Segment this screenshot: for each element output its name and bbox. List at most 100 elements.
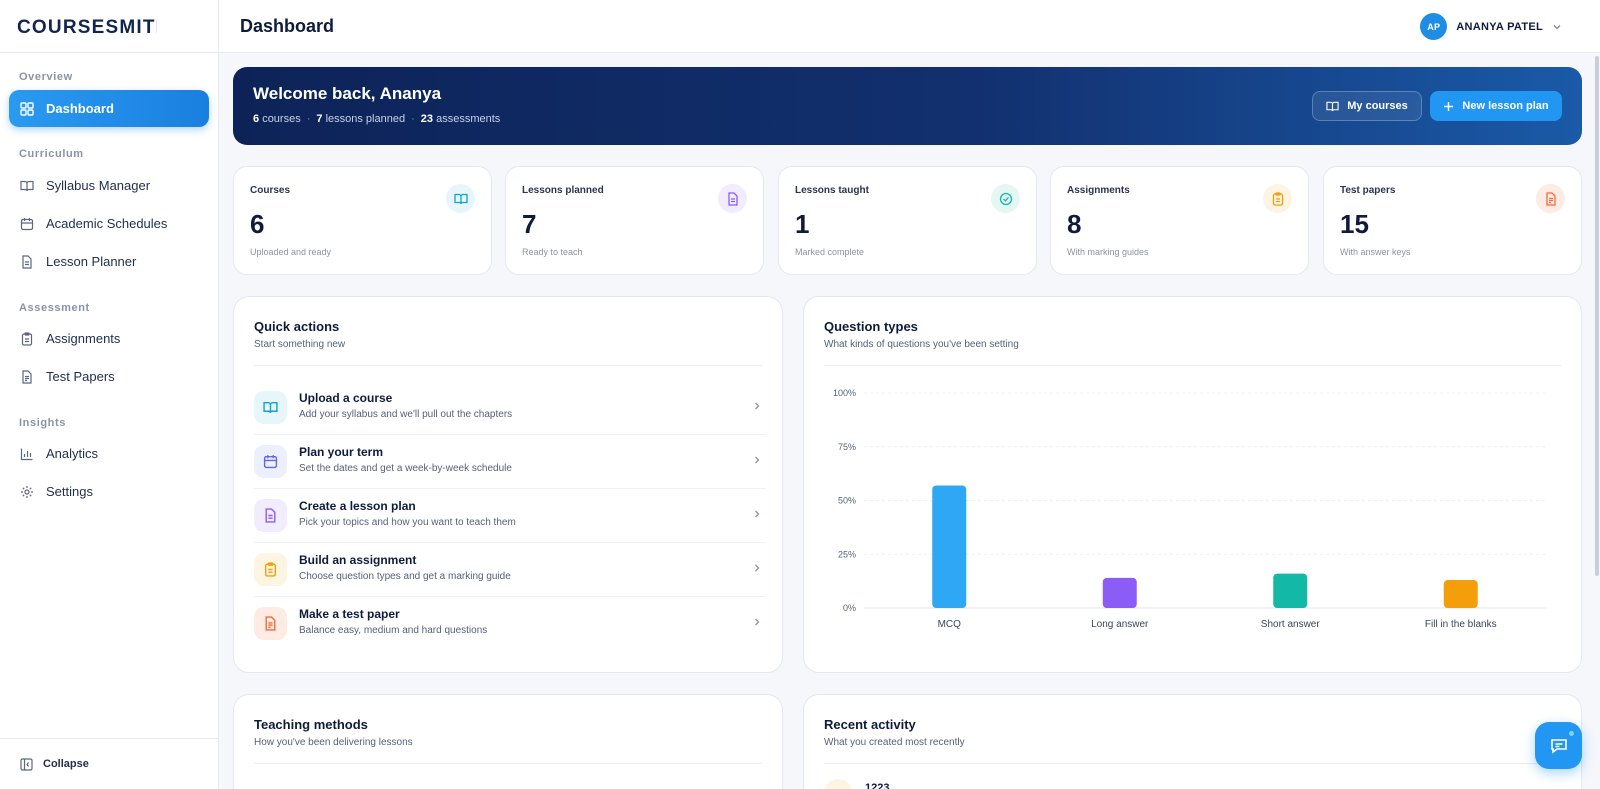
courses-count: 6 [253, 113, 260, 125]
quick-action-title: Build an assignment [299, 553, 417, 567]
stat-card-lessons-taught[interactable]: Lessons taught 1 Marked complete [778, 166, 1037, 275]
bar-long-answer[interactable] [1102, 577, 1137, 608]
chevron-right-icon [755, 456, 760, 464]
lessons-label: lessons planned [325, 113, 406, 125]
quick-action-subtitle: Add your syllabus and we'll pull out the… [299, 409, 513, 420]
lessons-count: 7 [316, 113, 323, 125]
logo-wordmark: COURSESMITH [17, 17, 157, 38]
panel-title: Question types [824, 319, 918, 334]
stat-value: 15 [1340, 209, 1369, 239]
y-tick-label: 100% [833, 388, 856, 398]
stat-label: Lessons taught [795, 185, 869, 196]
panel-title: Quick actions [254, 319, 340, 334]
bar-chart-icon [20, 448, 33, 460]
welcome-title: Welcome back, Ananya [253, 84, 442, 103]
quick-action-make-test-paper[interactable]: Make a test paper Balance easy, medium a… [254, 597, 766, 651]
x-tick-label: Fill in the blanks [1425, 619, 1497, 630]
divider [824, 365, 1561, 366]
quick-action-plan-term[interactable]: Plan your term Set the dates and get a w… [254, 435, 766, 489]
scrollbar[interactable] [1595, 56, 1599, 576]
collapse-button[interactable]: Collapse [0, 738, 218, 789]
stat-label: Courses [250, 185, 291, 196]
nav-section-insights: Insights [19, 417, 66, 429]
divider [824, 763, 1561, 764]
sidebar: COURSESMITH Overview Dashboard Curriculu… [0, 0, 219, 789]
quick-actions-panel: Quick actions Start something new Upload… [233, 296, 783, 673]
nav-section-assessment: Assessment [19, 302, 90, 314]
check-circle-icon [991, 184, 1020, 213]
test-paper-icon [1536, 184, 1565, 213]
y-tick-label: 50% [838, 496, 856, 506]
user-menu[interactable]: AP ANANYA PATEL [1420, 13, 1562, 40]
sidebar-collapse-icon [20, 757, 33, 771]
activity-icon [824, 779, 852, 789]
stat-label: Test papers [1340, 185, 1396, 196]
sidebar-item-academic-schedules[interactable]: Academic Schedules [9, 205, 209, 242]
sidebar-item-dashboard[interactable]: Dashboard [9, 90, 209, 127]
assessments-label: assessments [436, 113, 501, 125]
stat-value: 6 [250, 209, 265, 239]
calendar-icon [254, 445, 287, 478]
bar-fill-in-the-blanks[interactable] [1443, 580, 1478, 608]
quick-action-title: Make a test paper [299, 607, 400, 621]
welcome-banner: Welcome back, Ananya 6 courses · 7 lessons… [233, 67, 1582, 145]
bar-mcq[interactable] [932, 485, 967, 608]
divider [254, 365, 762, 366]
plus-icon [1444, 101, 1454, 111]
nav-section-overview: Overview [19, 71, 73, 83]
grid-icon [20, 101, 34, 116]
panel-subtitle: What kinds of questions you've been sett… [824, 339, 1019, 350]
chat-icon [1550, 738, 1567, 754]
book-icon [254, 391, 287, 424]
stat-value: 1 [795, 209, 810, 239]
book-icon [20, 180, 34, 191]
my-courses-button[interactable]: My courses [1312, 91, 1422, 121]
teaching-methods-panel: Teaching methods How you've been deliver… [233, 694, 783, 789]
stat-value: 8 [1067, 209, 1082, 239]
x-tick-label: Short answer [1261, 619, 1321, 630]
stat-card-courses[interactable]: Courses 6 Uploaded and ready [233, 166, 492, 275]
panel-title: Teaching methods [254, 717, 368, 732]
book-icon [1326, 101, 1339, 111]
sidebar-item-label: Settings [46, 484, 93, 499]
sidebar-item-syllabus-manager[interactable]: Syllabus Manager [9, 167, 209, 204]
stat-desc: With answer keys [1340, 247, 1411, 257]
user-name: ANANYA PATEL [1456, 20, 1543, 33]
stat-desc: Ready to teach [522, 247, 583, 257]
y-tick-label: 0% [843, 603, 856, 613]
activity-item-title[interactable]: 1223 [865, 782, 890, 789]
sidebar-item-analytics[interactable]: Analytics [9, 435, 209, 472]
quick-action-subtitle: Balance easy, medium and hard questions [299, 625, 488, 636]
book-icon [446, 184, 475, 213]
clipboard-icon [21, 331, 33, 346]
brand-logo[interactable]: COURSESMITH [0, 0, 218, 53]
bar-short-answer[interactable] [1273, 573, 1308, 608]
sidebar-item-settings[interactable]: Settings [9, 473, 209, 510]
stat-label: Lessons planned [522, 185, 604, 196]
sidebar-item-label: Dashboard [46, 101, 114, 116]
quick-action-subtitle: Pick your topics and how you want to tea… [299, 517, 516, 528]
chat-button[interactable] [1535, 722, 1582, 769]
recent-activity-panel: Recent activity What you created most re… [803, 694, 1582, 789]
document-icon [718, 184, 747, 213]
top-header: Dashboard AP ANANYA PATEL [219, 0, 1600, 53]
stat-label: Assignments [1067, 185, 1130, 196]
quick-action-upload-course[interactable]: Upload a course Add your syllabus and we… [254, 381, 766, 435]
sidebar-item-lesson-planner[interactable]: Lesson Planner [9, 243, 209, 280]
x-tick-label: Long answer [1091, 619, 1149, 630]
stat-card-test-papers[interactable]: Test papers 15 With answer keys [1323, 166, 1582, 275]
new-lesson-plan-button[interactable]: New lesson plan [1430, 91, 1562, 121]
quick-action-build-assignment[interactable]: Build an assignment Choose question type… [254, 543, 766, 597]
quick-action-title: Upload a course [299, 391, 393, 405]
sidebar-item-test-papers[interactable]: Test Papers [9, 358, 209, 395]
sidebar-item-label: Academic Schedules [46, 216, 168, 231]
quick-action-create-lesson-plan[interactable]: Create a lesson plan Pick your topics an… [254, 489, 766, 543]
brand-text: COURSESMITH [17, 17, 157, 38]
y-tick-label: 25% [838, 549, 856, 559]
test-paper-icon [22, 369, 32, 384]
sidebar-item-assignments[interactable]: Assignments [9, 320, 209, 357]
stat-desc: Uploaded and ready [250, 247, 332, 257]
quick-action-subtitle: Choose question types and get a marking … [299, 571, 511, 582]
stat-card-assignments[interactable]: Assignments 8 With marking guides [1050, 166, 1309, 275]
stat-card-lessons-planned[interactable]: Lessons planned 7 Ready to teach [505, 166, 764, 275]
